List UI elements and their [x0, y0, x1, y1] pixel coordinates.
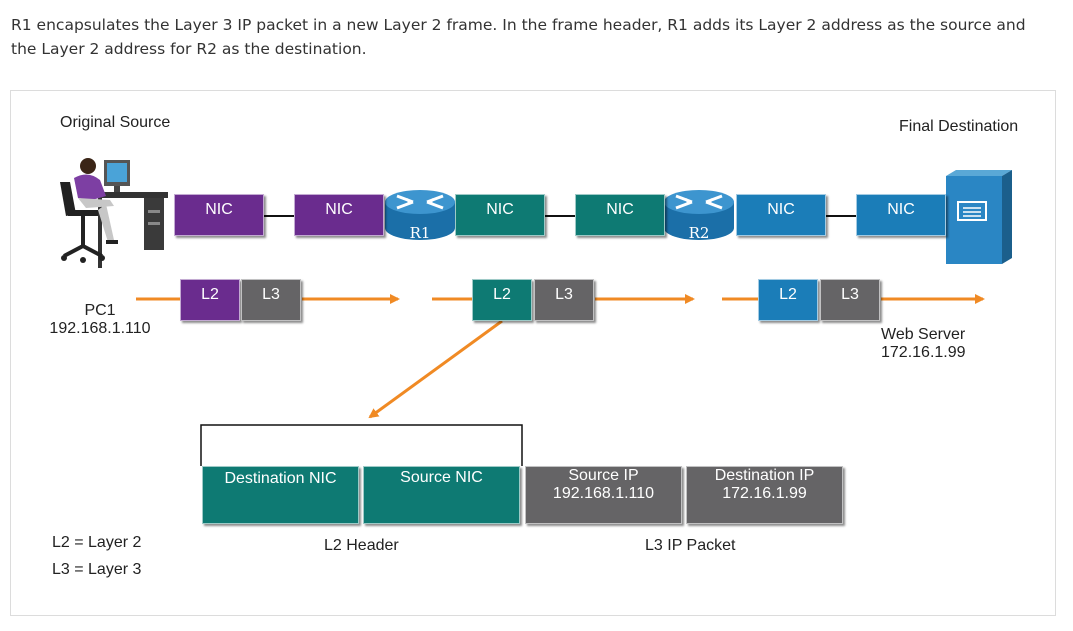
- page-caption: R1 encapsulates the Layer 3 IP packet in…: [11, 16, 1026, 58]
- web-server-label: Web Server 172.16.1.99: [881, 326, 966, 362]
- nic-r2-right: NIC: [736, 194, 826, 236]
- nic-r2-left: NIC: [575, 194, 665, 236]
- link-r2-server: [825, 215, 859, 217]
- l2-header-label: L2 Header: [324, 537, 399, 554]
- pc-user-icon: [60, 158, 168, 268]
- web-server-name: Web Server: [881, 326, 966, 343]
- field-destination-ip-label: Destination IP: [714, 467, 815, 484]
- field-source-ip-value: 192.168.1.110: [552, 485, 655, 502]
- router-r2-label: R2: [689, 224, 710, 242]
- field-source-nic-text: Source NIC: [400, 469, 483, 486]
- legend-l2: L2 = Layer 2: [52, 534, 142, 551]
- pc1-label: PC1 192.168.1.110: [42, 302, 158, 338]
- chip-l2-pc1: L2: [180, 279, 240, 321]
- field-destination-ip-value: 172.16.1.99: [722, 485, 807, 502]
- pc1-ip: 192.168.1.110: [49, 320, 151, 337]
- chip-l3-pc1: L3: [241, 279, 301, 321]
- web-server-icon: [946, 170, 1012, 264]
- nic-pc1: NIC: [174, 194, 264, 236]
- chip-l2-r1: L2: [472, 279, 532, 321]
- field-destination-ip: Destination IP 172.16.1.99: [686, 466, 843, 524]
- field-source-nic: Source NIC: [363, 466, 520, 524]
- nic-r1-right: NIC: [455, 194, 545, 236]
- pc1-name: PC1: [84, 302, 116, 319]
- field-destination-nic: Destination NIC: [202, 466, 359, 524]
- router-r1-icon: R1: [385, 190, 455, 242]
- field-source-ip: Source IP 192.168.1.110: [525, 466, 682, 524]
- field-source-ip-label: Source IP: [568, 467, 639, 484]
- link-pc-r1: [262, 215, 296, 217]
- web-server-ip: 172.16.1.99: [881, 344, 966, 361]
- field-destination-nic-text: Destination NIC: [224, 470, 337, 487]
- legend-l3: L3 = Layer 3: [52, 561, 142, 578]
- nic-r1-left: NIC: [294, 194, 384, 236]
- nic-server: NIC: [856, 194, 946, 236]
- router-r2-icon: R2: [664, 190, 734, 242]
- l3-packet-label: L3 IP Packet: [645, 537, 736, 554]
- final-destination-label: Final Destination: [899, 118, 1019, 135]
- original-source-label: Original Source: [60, 114, 171, 131]
- router-r1-label: R1: [410, 224, 431, 242]
- chip-l3-r1: L3: [534, 279, 594, 321]
- chip-l2-r2: L2: [758, 279, 818, 321]
- diagram-frame: [10, 90, 1056, 616]
- link-r1-r2: [543, 215, 577, 217]
- chip-l3-r2: L3: [820, 279, 880, 321]
